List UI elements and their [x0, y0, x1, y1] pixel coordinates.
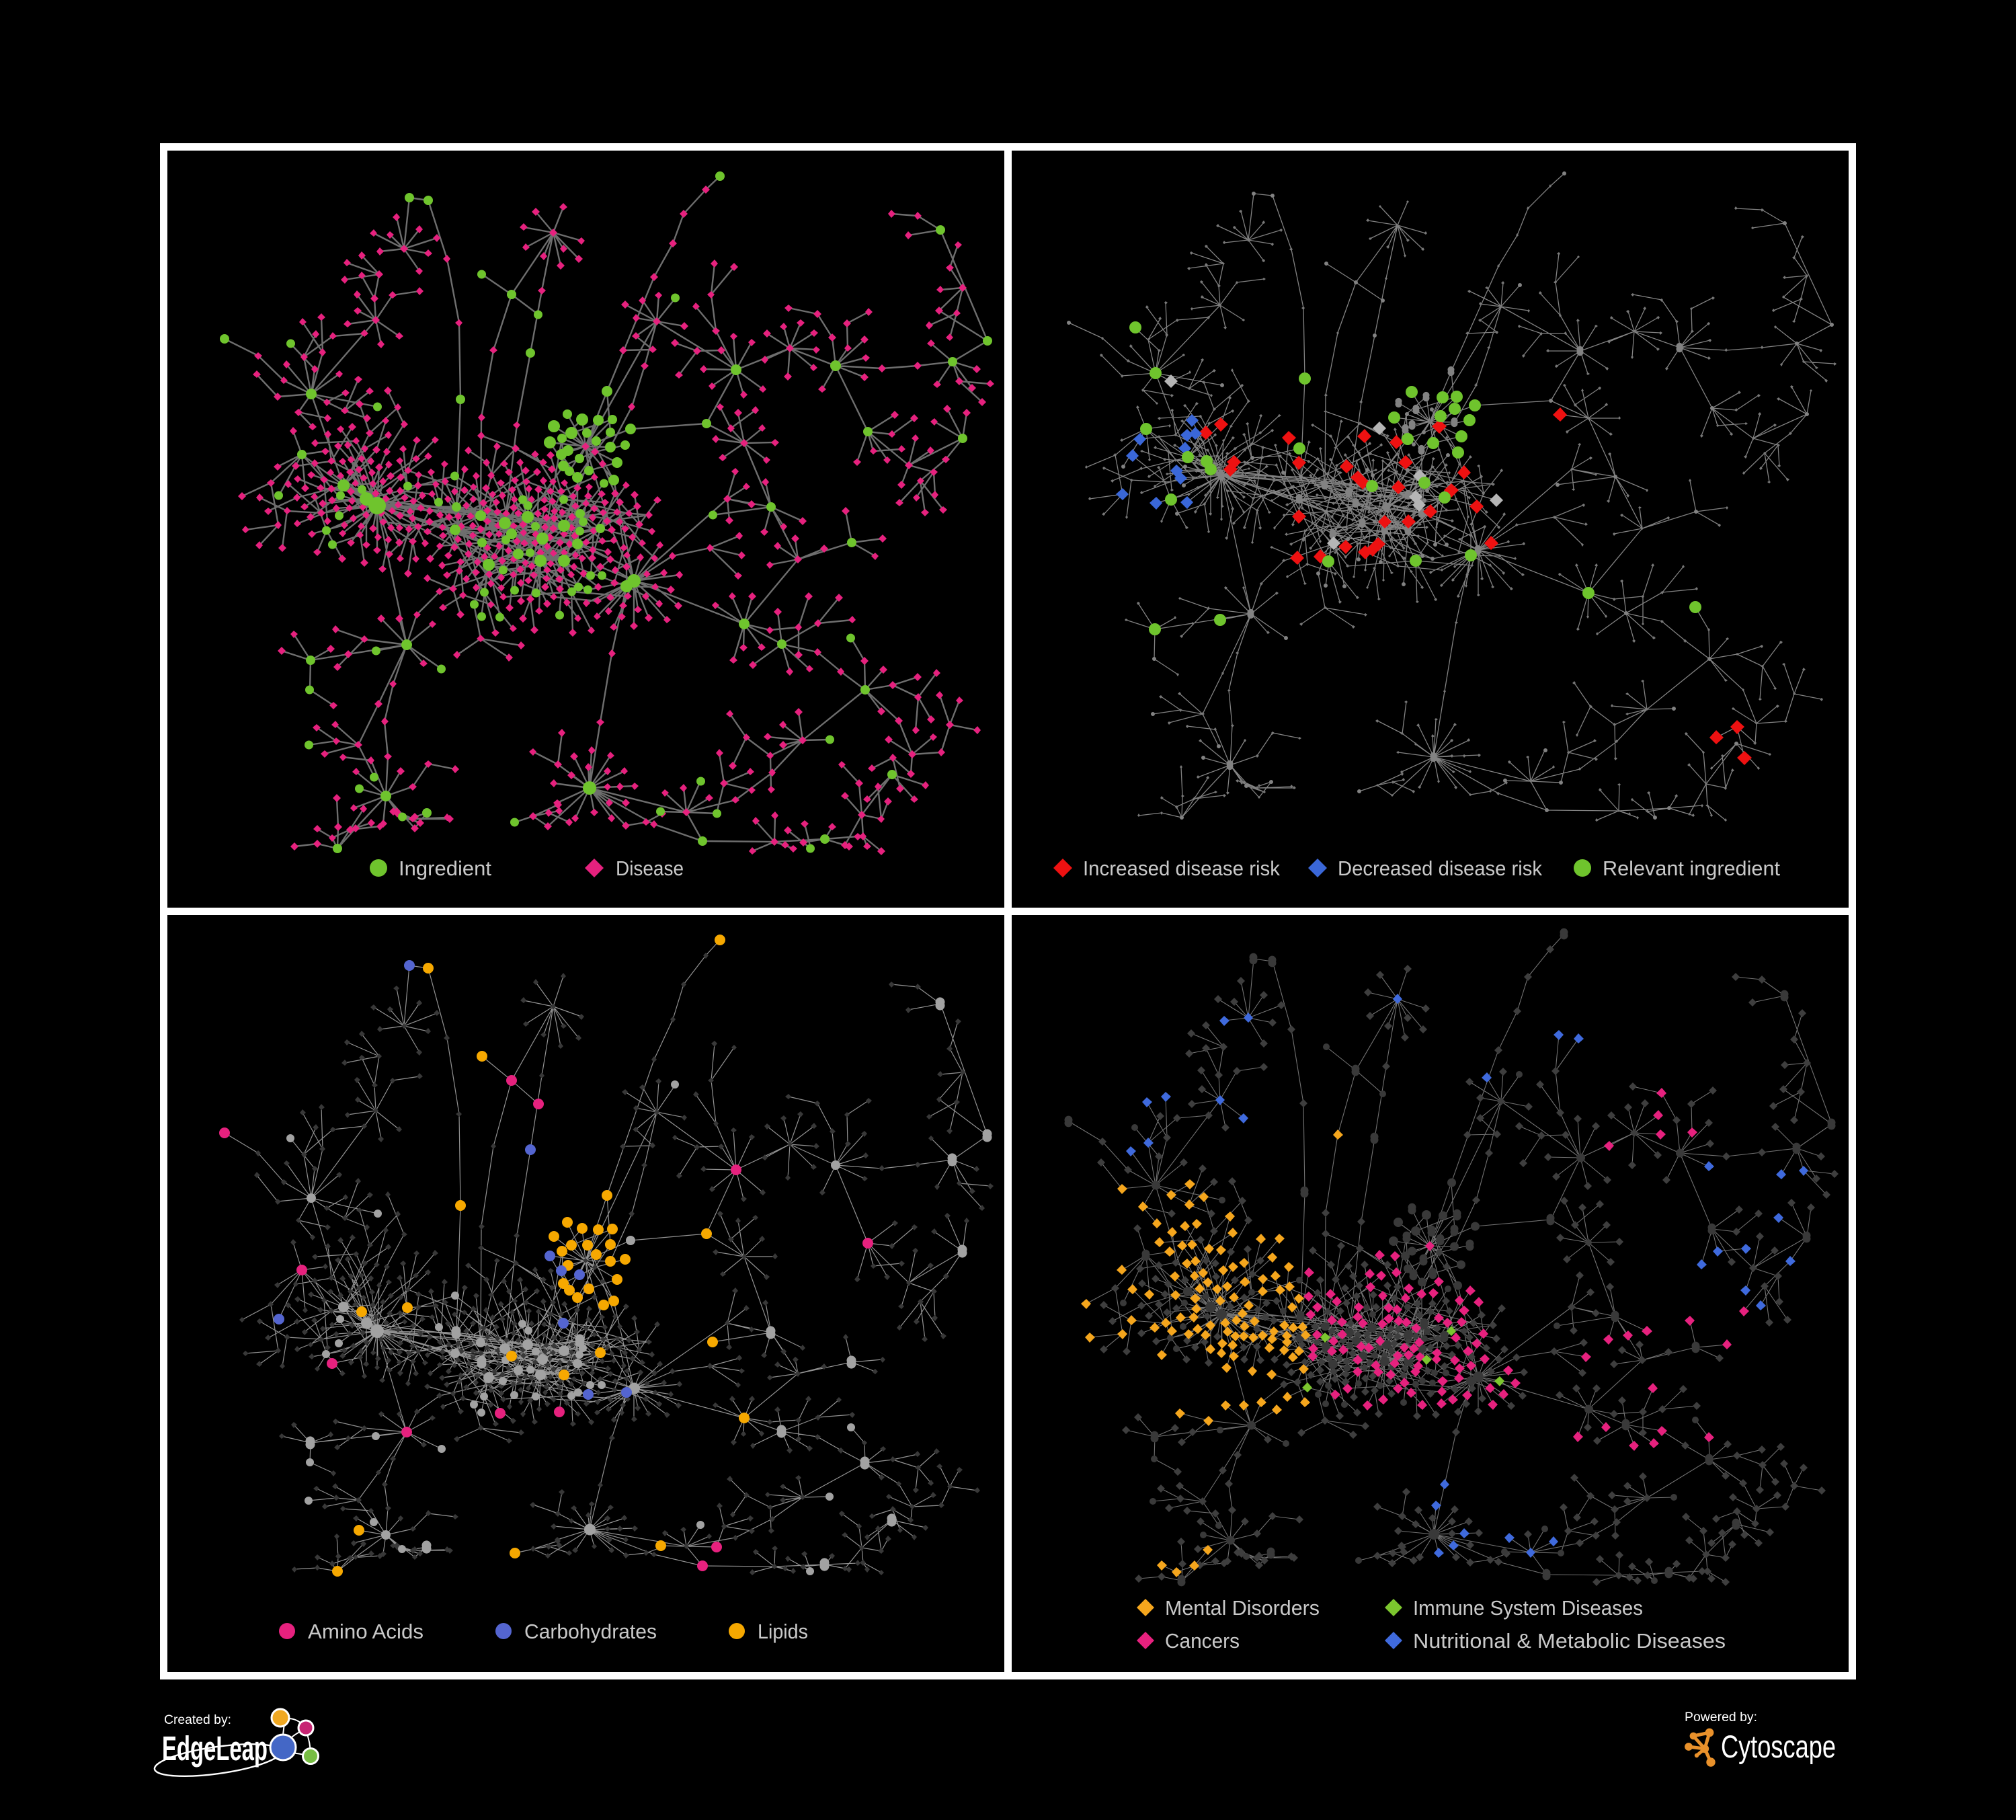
svg-text:Powered by:: Powered by: [1685, 1710, 1757, 1725]
svg-text:Ingredient: Ingredient [399, 857, 491, 880]
svg-text:EdgeLeap: EdgeLeap [162, 1729, 268, 1768]
svg-text:Mental Disorders: Mental Disorders [1165, 1596, 1320, 1620]
svg-text:Cytoscape: Cytoscape [1721, 1729, 1836, 1764]
svg-text:Disease: Disease [616, 857, 684, 880]
svg-text:Relevant ingredient: Relevant ingredient [1603, 857, 1780, 880]
svg-text:Created by:: Created by: [164, 1713, 231, 1727]
svg-text:Cancers: Cancers [1165, 1629, 1240, 1653]
svg-text:Decreased disease risk: Decreased disease risk [1338, 857, 1542, 880]
svg-text:Increased disease risk: Increased disease risk [1083, 857, 1280, 880]
svg-text:Nutritional & Metabolic Diseas: Nutritional & Metabolic Diseases [1413, 1629, 1726, 1653]
svg-text:Amino Acids: Amino Acids [308, 1620, 424, 1643]
svg-text:Immune System Diseases: Immune System Diseases [1413, 1596, 1643, 1620]
svg-text:Lipids: Lipids [758, 1620, 808, 1643]
svg-text:Carbohydrates: Carbohydrates [524, 1620, 657, 1643]
